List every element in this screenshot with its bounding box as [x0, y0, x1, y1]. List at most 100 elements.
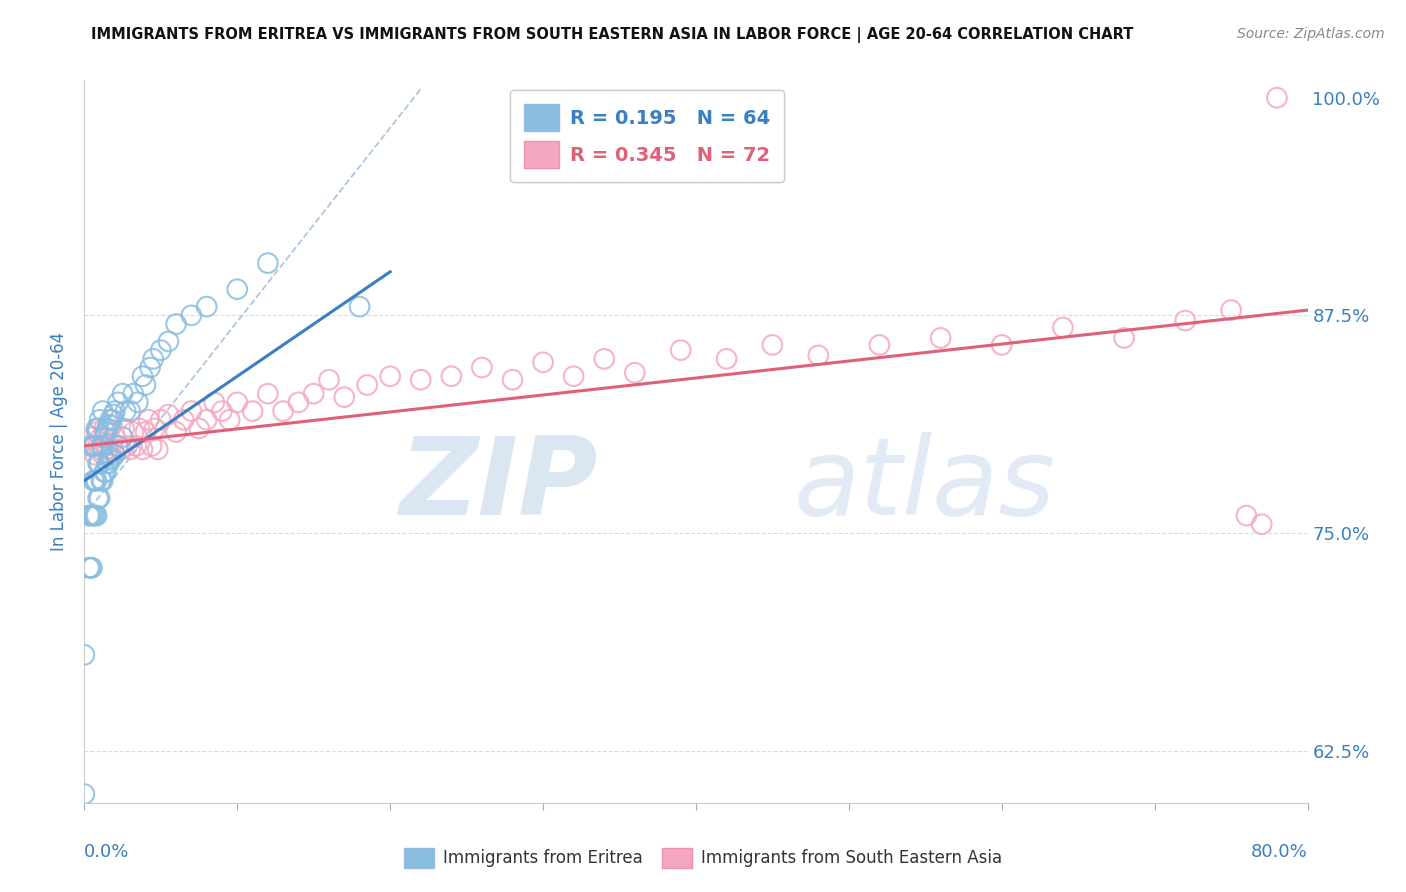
Point: [96, 442, 118, 457]
Point: [356, 378, 378, 392]
Point: [93, 465, 115, 479]
Point: [107, 439, 129, 453]
Point: [128, 421, 150, 435]
Point: [87, 456, 110, 470]
Point: [93, 430, 115, 444]
Point: [624, 366, 647, 380]
Point: [83, 439, 105, 453]
Point: [91, 474, 114, 488]
Point: [593, 351, 616, 366]
Point: [127, 395, 149, 409]
Point: [101, 417, 124, 432]
Point: [440, 369, 463, 384]
Point: [110, 442, 132, 457]
Point: [89, 491, 111, 505]
Point: [141, 439, 163, 453]
Point: [173, 413, 195, 427]
Text: 80.0%: 80.0%: [1251, 843, 1308, 861]
Text: ZIP: ZIP: [399, 432, 598, 538]
Point: [143, 421, 166, 435]
Point: [333, 390, 356, 404]
Point: [86, 425, 108, 439]
Point: [120, 404, 142, 418]
Point: [96, 456, 118, 470]
Point: [135, 378, 157, 392]
Point: [1220, 303, 1243, 318]
Point: [195, 413, 218, 427]
Point: [218, 413, 240, 427]
Point: [669, 343, 692, 358]
Point: [157, 334, 180, 349]
Point: [202, 395, 225, 409]
Point: [77, 508, 100, 523]
Point: [380, 369, 402, 384]
Point: [107, 439, 129, 453]
Point: [226, 395, 249, 409]
Point: [87, 421, 110, 435]
Point: [97, 417, 120, 432]
Point: [80, 439, 103, 453]
Point: [349, 300, 371, 314]
Point: [318, 373, 340, 387]
Point: [107, 395, 129, 409]
Point: [409, 373, 432, 387]
Point: [94, 439, 117, 453]
Legend: R = 0.195   N = 64, R = 0.345   N = 72: R = 0.195 N = 64, R = 0.345 N = 72: [510, 90, 785, 182]
Point: [103, 408, 125, 422]
Point: [86, 421, 108, 435]
Text: atlas: atlas: [794, 433, 1056, 537]
Point: [146, 442, 169, 457]
Point: [531, 355, 554, 369]
Point: [104, 448, 127, 462]
Point: [165, 425, 187, 439]
Point: [104, 404, 127, 418]
Point: [562, 369, 585, 384]
Point: [138, 413, 160, 427]
Point: [91, 404, 114, 418]
Point: [125, 439, 148, 453]
Point: [180, 308, 202, 322]
Point: [93, 421, 115, 435]
Point: [502, 373, 524, 387]
Point: [180, 404, 202, 418]
Point: [111, 430, 134, 444]
Point: [97, 456, 120, 470]
Point: [73, 787, 96, 801]
Point: [122, 425, 145, 439]
Point: [80, 561, 103, 575]
Point: [84, 474, 107, 488]
Point: [302, 386, 325, 401]
Legend: Immigrants from Eritrea, Immigrants from South Eastern Asia: Immigrants from Eritrea, Immigrants from…: [398, 841, 1008, 875]
Point: [131, 369, 153, 384]
Point: [716, 351, 738, 366]
Point: [90, 474, 112, 488]
Point: [188, 421, 211, 435]
Point: [98, 448, 121, 462]
Point: [226, 282, 249, 296]
Point: [869, 338, 891, 352]
Point: [97, 425, 120, 439]
Point: [91, 439, 114, 453]
Point: [139, 360, 162, 375]
Text: 0.0%: 0.0%: [84, 843, 129, 861]
Y-axis label: In Labor Force | Age 20-64: In Labor Force | Age 20-64: [51, 332, 69, 551]
Point: [86, 474, 108, 488]
Point: [287, 395, 309, 409]
Point: [79, 508, 101, 523]
Point: [96, 421, 118, 435]
Point: [122, 386, 145, 401]
Point: [84, 439, 107, 453]
Point: [84, 508, 107, 523]
Point: [131, 442, 153, 457]
Point: [1114, 331, 1136, 345]
Point: [242, 404, 264, 418]
Point: [149, 413, 172, 427]
Point: [90, 439, 112, 453]
Point: [211, 404, 233, 418]
Point: [73, 648, 96, 662]
Point: [807, 348, 830, 362]
Point: [80, 508, 103, 523]
Point: [83, 508, 105, 523]
Text: IMMIGRANTS FROM ERITREA VS IMMIGRANTS FROM SOUTH EASTERN ASIA IN LABOR FORCE | A: IMMIGRANTS FROM ERITREA VS IMMIGRANTS FR…: [91, 27, 1133, 43]
Point: [1236, 508, 1258, 523]
